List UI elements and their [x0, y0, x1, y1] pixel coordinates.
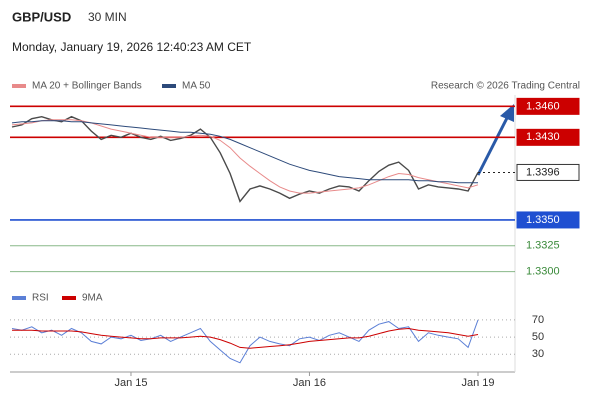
- x-tick-label: Jan 15: [114, 377, 147, 389]
- x-tick-label: Jan 16: [293, 377, 326, 389]
- rsi-line: [12, 327, 479, 349]
- attribution: Research © 2026 Trading Central: [431, 81, 580, 92]
- legend-swatch: [62, 296, 76, 300]
- legend-label: MA 20 + Bollinger Bands: [32, 81, 142, 92]
- y-tick-label: 50: [532, 331, 544, 343]
- y-tick-label: 30: [532, 348, 544, 360]
- x-tick-label: Jan 19: [461, 377, 494, 389]
- level-label: 1.3300: [526, 265, 560, 277]
- level-box: [516, 97, 580, 115]
- level-box: [516, 163, 580, 181]
- level-box: [516, 128, 580, 146]
- forecast-arrow: [476, 115, 510, 176]
- legend-label: 9MA: [82, 293, 103, 304]
- level-label: 1.3325: [526, 240, 560, 252]
- datetime: Monday, January 19, 2026 12:40:23 AM CET: [12, 40, 252, 54]
- level-label: 1.3430: [526, 131, 560, 143]
- symbol: GBP/USD: [12, 9, 71, 24]
- legend-swatch: [12, 84, 26, 88]
- price-line: [11, 120, 478, 184]
- timeframe: 30 MIN: [88, 10, 127, 24]
- level-label: 1.3396: [526, 166, 560, 178]
- level-label: 1.3460: [526, 100, 560, 112]
- forecast-arrowhead: [500, 104, 514, 122]
- legend-swatch: [12, 296, 26, 300]
- y-tick-label: 70: [532, 314, 544, 326]
- rsi-line: [11, 319, 479, 364]
- legend-label: RSI: [32, 293, 49, 304]
- price-line: [11, 115, 479, 203]
- legend-label: MA 50: [182, 81, 211, 92]
- legend-swatch: [162, 84, 176, 88]
- level-box: [516, 211, 580, 229]
- level-label: 1.3350: [526, 214, 560, 226]
